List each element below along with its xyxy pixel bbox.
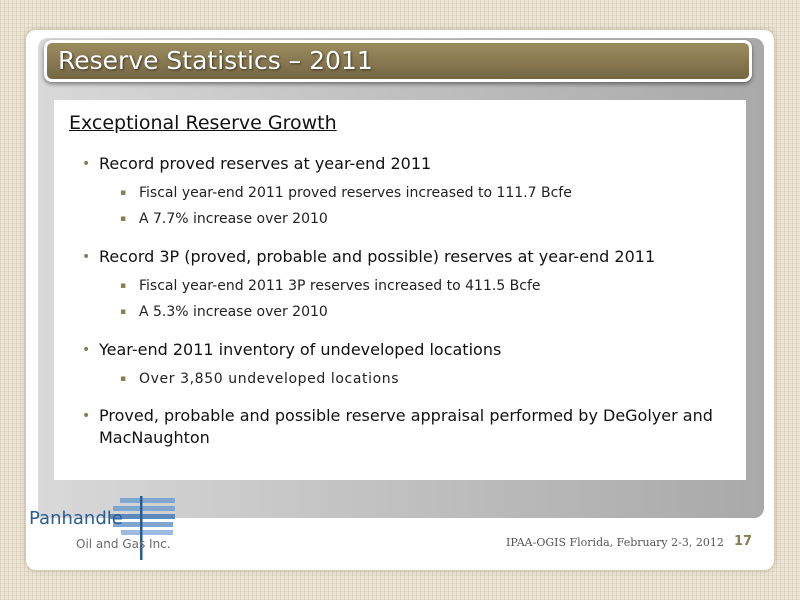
bullet-item: • Record proved reserves at year-end 201… [82, 153, 722, 175]
logo-subtitle: Oil and Gas Inc. [76, 537, 171, 551]
panhandle-logo-icon [109, 496, 175, 560]
slide: Reserve Statistics – 2011 Exceptional Re… [26, 30, 774, 570]
sub-bullet-text: Fiscal year-end 2011 3P reserves increas… [139, 278, 541, 294]
content-area: Exceptional Reserve Growth • Record prov… [54, 100, 746, 480]
sub-bullet-icon: ▪ [120, 307, 127, 317]
bullet-icon: • [82, 408, 91, 424]
footer-text: IPAA-OGIS Florida, February 2-3, 2012 [506, 536, 724, 549]
bullet-icon: • [82, 249, 91, 265]
sub-bullet-item: ▪ A 5.3% increase over 2010 [120, 303, 328, 321]
sub-bullet-text: A 5.3% increase over 2010 [139, 304, 328, 320]
logo-name: Panhandle [29, 508, 123, 529]
sub-bullet-item: ▪ Fiscal year-end 2011 3P reserves incre… [120, 277, 541, 295]
slide-title: Reserve Statistics – 2011 [58, 46, 373, 75]
sub-bullet-item: ▪ A 7.7% increase over 2010 [120, 210, 328, 228]
sub-bullet-text: Fiscal year-end 2011 proved reserves inc… [139, 185, 572, 201]
bullet-text: Year-end 2011 inventory of undeveloped l… [99, 340, 502, 359]
bullet-item: • Year-end 2011 inventory of undeveloped… [82, 339, 722, 361]
sub-bullet-text: Over 3,850 undeveloped locations [139, 371, 400, 387]
bullet-item: • Record 3P (proved, probable and possib… [82, 246, 722, 268]
bullet-text: Record proved reserves at year-end 2011 [99, 154, 432, 173]
bullet-item: • Proved, probable and possible reserve … [82, 405, 722, 449]
sub-bullet-text: A 7.7% increase over 2010 [139, 211, 328, 227]
sub-bullet-icon: ▪ [120, 214, 127, 224]
sub-bullet-icon: ▪ [120, 281, 127, 291]
sub-bullet-item: ▪ Fiscal year-end 2011 proved reserves i… [120, 184, 572, 202]
title-bar: Reserve Statistics – 2011 [44, 40, 752, 82]
bullet-text: Record 3P (proved, probable and possible… [99, 247, 656, 266]
sub-bullet-icon: ▪ [120, 374, 127, 384]
bullet-icon: • [82, 342, 91, 358]
bullet-text: Proved, probable and possible reserve ap… [99, 406, 713, 447]
sub-bullet-item: ▪ Over 3,850 undeveloped locations [120, 370, 399, 388]
page-number: 17 [734, 534, 753, 549]
section-heading: Exceptional Reserve Growth [69, 112, 337, 134]
bullet-icon: • [82, 156, 91, 172]
sub-bullet-icon: ▪ [120, 188, 127, 198]
